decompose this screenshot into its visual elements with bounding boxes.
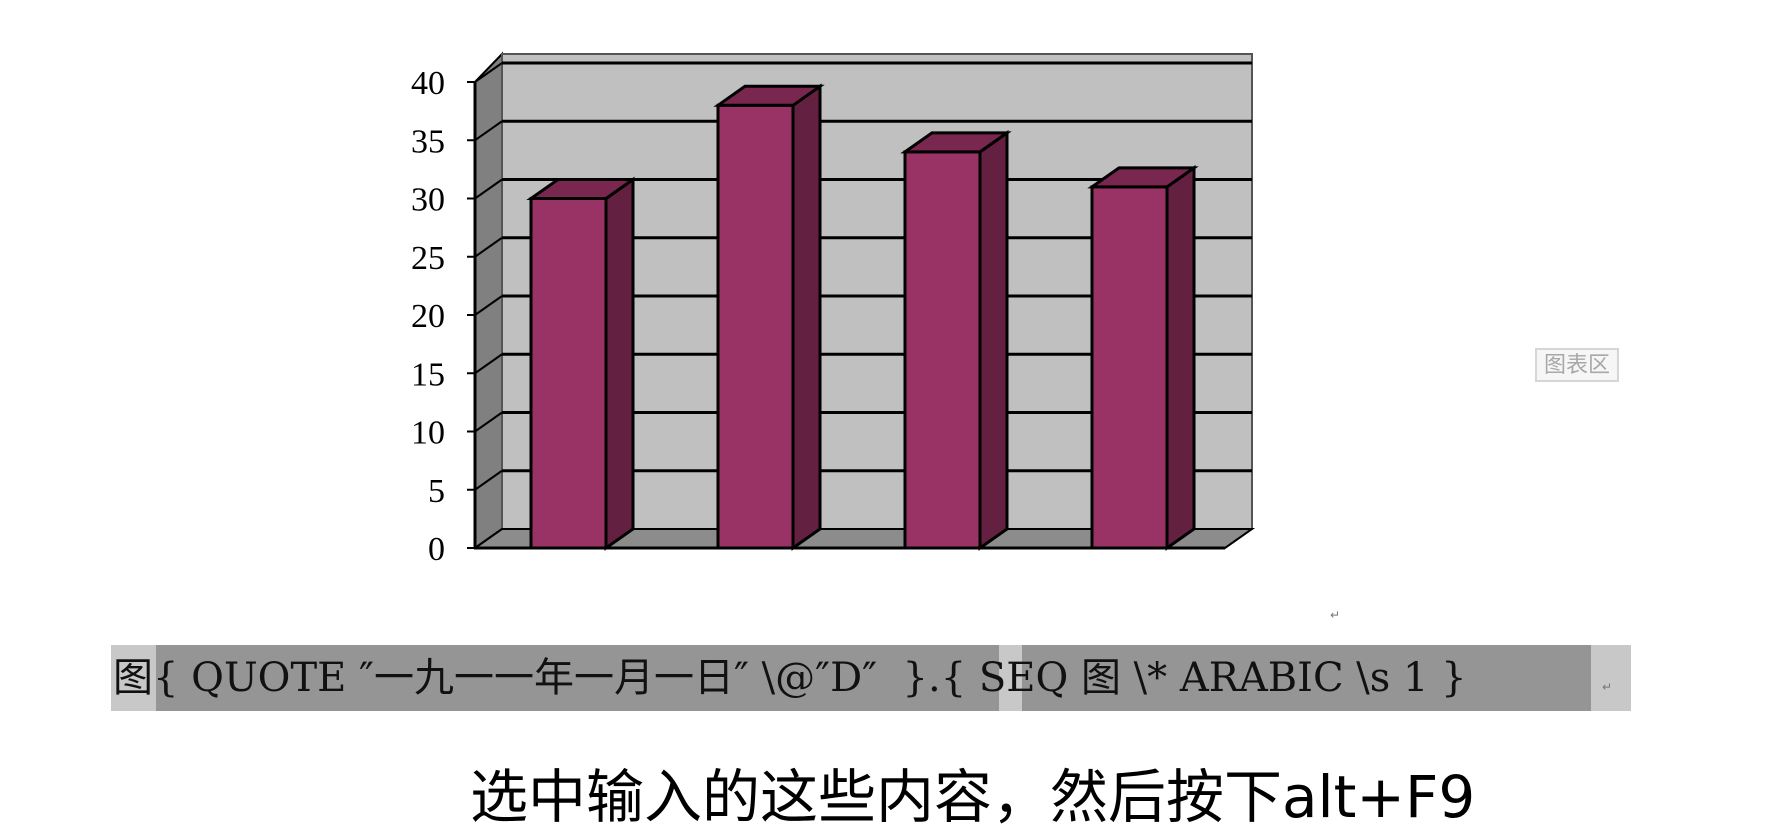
y-tick-label-2: 10 [411,415,445,452]
bar-front-3 [1090,185,1169,550]
bar-chart: 0 5 10 15 20 25 30 35 40 [411,51,1256,568]
bar-front-1 [716,103,795,550]
y-tick-label-7: 35 [411,123,445,160]
y-tick-label-1: 5 [428,473,445,510]
bar-side-3 [1165,164,1196,551]
caption-field-seq-shading [1022,645,1591,711]
paragraph-mark: ↵ [1602,680,1613,694]
bar-side-0 [604,176,635,551]
bar-side-2 [978,130,1009,551]
y-tick-label-6: 30 [411,182,445,219]
gridline-diag-6 [474,178,503,200]
y-tick-label-8: 40 [411,65,445,102]
caption-field-quote-shading [156,645,999,711]
bar-1 [713,83,825,551]
y-tick-label-4: 20 [411,298,445,335]
gridline-diag-3 [474,353,503,375]
y-tick-label-3: 15 [411,356,445,393]
caption-separator: . [927,655,941,701]
bar-front-0 [529,197,608,550]
y-tick-label-5: 25 [411,240,445,277]
caption-prefix: 图 [113,655,153,701]
caption-field-quote[interactable]: { QUOTE ″一九一一年一月一日″ \@″D″ } [153,655,928,701]
bar-3 [1087,164,1199,551]
instruction-text: 选中输入的这些内容，然后按下alt+F9 [470,763,1476,831]
bar-side-1 [791,83,822,551]
paragraph-mark-upper: ↵ [1330,608,1341,622]
bar-top-0 [526,178,638,200]
y-tick-label-0: 0 [428,531,445,568]
figure-caption[interactable]: 图{ QUOTE ″一九一一年一月一日″ \@″D″ }.{ SEQ 图 \* … [113,650,1467,706]
bar-front-2 [903,150,982,550]
bar-0 [526,176,638,551]
gridline-diag-5 [474,236,503,258]
caption-field-seq[interactable]: { SEQ 图 \* ARABIC \s 1 } [940,655,1467,701]
gridline-diag-4 [474,295,503,316]
gridline-diag-7 [474,120,503,142]
bar-top-1 [713,84,825,107]
gridline-diag-2 [474,411,503,433]
bars [526,83,1199,551]
gridline-diag-8 [474,62,503,83]
y-axis: 0 5 10 15 20 25 30 35 40 [411,65,475,568]
bar-top-2 [900,131,1012,154]
bar-2 [900,130,1012,551]
bar-top-3 [1087,166,1199,189]
chart-area-tooltip: 图表区 [1535,348,1619,382]
gridline-diag-1 [474,469,503,491]
